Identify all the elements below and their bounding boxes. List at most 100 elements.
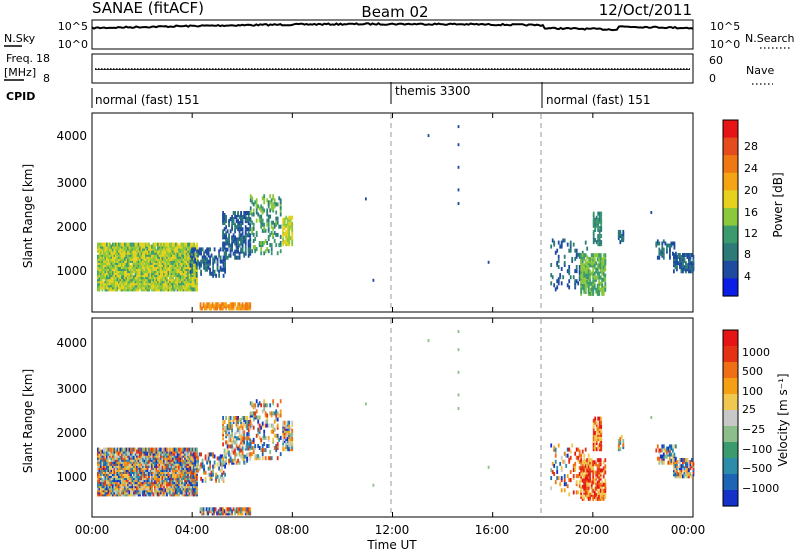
- colorbar-swatch: [723, 208, 738, 227]
- echo-cell: [157, 269, 159, 274]
- echo-cell: [184, 461, 186, 466]
- echo-cell: [145, 285, 147, 290]
- echo-cell: [238, 223, 241, 228]
- echo-cell: [589, 275, 592, 280]
- echo-cell: [557, 240, 560, 245]
- echo-cell: [592, 488, 595, 493]
- echo-cell: [229, 243, 232, 248]
- echo-cell: [133, 474, 135, 479]
- echo-cell: [113, 279, 116, 284]
- echo-cell: [286, 236, 289, 241]
- echo-cell: [130, 490, 132, 495]
- echo-cell: [131, 281, 134, 286]
- echo-cell: [104, 281, 107, 286]
- echo-cell: [664, 448, 667, 453]
- echo-cell: [146, 474, 149, 479]
- echo-cell: [258, 423, 261, 428]
- echo-cell: [160, 242, 162, 247]
- echo-cell: [258, 214, 261, 219]
- echo-cell: [212, 261, 214, 266]
- echo-cell: [121, 242, 123, 247]
- echo-cell: [676, 267, 678, 272]
- echo-cell: [204, 306, 206, 311]
- echo-cell: [246, 306, 249, 311]
- echo-cell: [101, 285, 104, 290]
- echo-cell: [130, 486, 132, 491]
- echo-cell: [172, 285, 174, 290]
- echo-cell: [110, 281, 113, 286]
- echo-cell: [113, 455, 116, 460]
- echo-cell: [207, 456, 210, 461]
- echo-cell: [178, 246, 180, 251]
- echo-cell: [238, 306, 241, 311]
- echo-cell: [238, 446, 241, 451]
- echo-cell: [211, 507, 214, 512]
- echo-cell: [590, 480, 593, 485]
- echo-cell: [247, 245, 250, 250]
- echo-cell: [594, 217, 597, 222]
- echo-cell: [232, 211, 235, 215]
- echo-cell: [143, 490, 146, 495]
- echo-cell: [154, 263, 156, 267]
- echo-cell: [110, 490, 113, 495]
- echo-cell: [157, 486, 159, 491]
- echo-cell: [221, 259, 223, 264]
- echo-cell: [169, 480, 171, 485]
- echo-cell: [267, 222, 270, 227]
- echo-cell: [152, 242, 155, 247]
- echo-cell: [182, 263, 185, 267]
- echo-cell: [104, 461, 107, 466]
- echo-cell: [601, 271, 604, 276]
- echo-cell: [137, 486, 140, 491]
- echo-cell: [176, 256, 179, 261]
- echo-cell: [599, 482, 602, 487]
- echo-cell: [225, 255, 227, 260]
- echo-cell: [276, 251, 279, 256]
- echo-cell: [270, 429, 273, 434]
- power-panel: Slant Range [km] 1000 2000 3000 4000: [21, 112, 695, 313]
- echo-cell: [115, 490, 117, 495]
- echo-cell: [662, 255, 665, 260]
- echo-cell: [172, 492, 174, 497]
- echo-cell: [151, 461, 153, 466]
- echo-cell: [207, 302, 209, 307]
- echo-cell: [130, 447, 132, 452]
- echo-cell: [107, 480, 110, 485]
- echo-cell: [97, 256, 99, 261]
- echo-cell: [175, 248, 177, 253]
- echo-cell: [586, 265, 589, 270]
- echo-cell: [228, 239, 230, 244]
- echo-cell: [113, 285, 116, 290]
- echo-cell: [127, 461, 129, 466]
- echo-cell: [137, 455, 140, 460]
- echo-cell: [97, 263, 99, 267]
- echo-cell: [110, 285, 113, 290]
- echo-cell: [584, 287, 587, 292]
- echo-cell: [113, 246, 116, 251]
- echo-cell: [238, 243, 241, 248]
- echo-cell: [192, 452, 195, 457]
- echo-cell: [98, 246, 101, 251]
- echo-cell: [149, 256, 152, 261]
- echo-cell: [161, 461, 164, 466]
- echo-cell: [228, 420, 230, 424]
- echo-cell: [178, 451, 180, 456]
- echo-cell: [680, 265, 683, 270]
- echo-cell: [104, 447, 107, 452]
- echo-cell: [160, 269, 162, 274]
- echo-cell: [583, 255, 586, 260]
- echo-cell: [249, 194, 252, 199]
- echo-cell: [246, 217, 249, 222]
- echo-cell: [115, 459, 117, 464]
- echo-cell: [602, 261, 605, 266]
- echo-cell: [666, 454, 668, 459]
- echo-cell: [131, 242, 134, 247]
- echo-cell: [149, 482, 152, 487]
- echo-cell: [122, 474, 125, 479]
- echo-cell: [220, 507, 223, 512]
- echo-cell: [598, 490, 601, 495]
- echo-cell: [181, 242, 183, 247]
- echo-cell: [225, 440, 227, 445]
- echo-cell: [131, 486, 134, 491]
- echo-cell: [127, 480, 129, 485]
